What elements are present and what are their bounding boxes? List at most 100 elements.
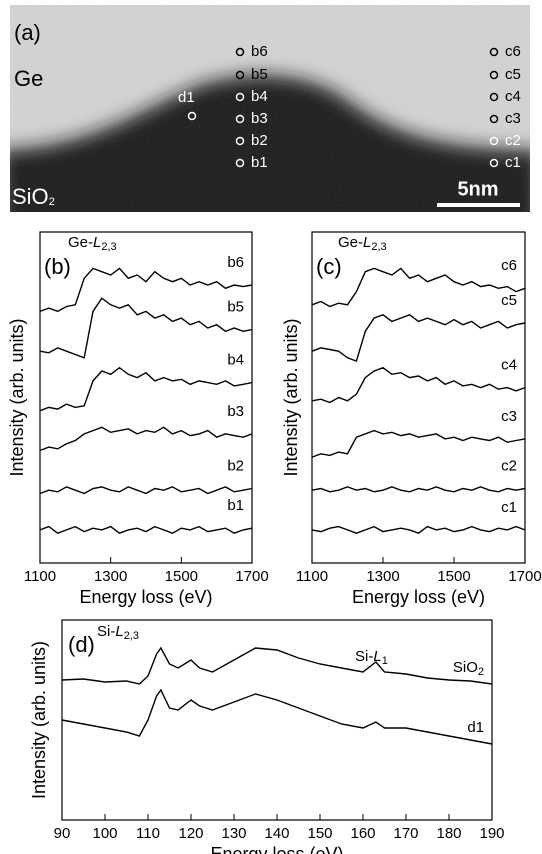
probe-point: [489, 92, 499, 102]
x-tick-label: 170: [393, 825, 418, 842]
spectrum-line: [311, 314, 526, 363]
x-tick-label: 190: [479, 825, 504, 842]
series-label: c2: [501, 457, 517, 474]
spectrum-line: [39, 426, 253, 452]
micrograph: [10, 5, 530, 212]
x-tick-label: 1300: [94, 568, 127, 585]
x-tick-label: 140: [264, 825, 289, 842]
annotation: Si-L2,3: [97, 623, 139, 642]
annotation-part: L: [93, 234, 101, 251]
x-tick-label: 1500: [437, 568, 470, 585]
series-label: c6: [501, 257, 517, 274]
series-label: SiO2: [453, 659, 484, 678]
region-label: Ge: [14, 66, 43, 91]
series-label: b2: [227, 457, 244, 474]
spectrum-line: [39, 525, 253, 534]
x-tick-label: 120: [178, 825, 203, 842]
probe-label: c3: [505, 110, 521, 127]
series-label: b5: [227, 299, 244, 316]
x-tick-label: 90: [54, 825, 71, 842]
x-tick-label: 180: [436, 825, 461, 842]
x-tick-label: 1700: [235, 568, 268, 585]
x-tick-label: 160: [350, 825, 375, 842]
probe-label: c5: [505, 66, 521, 83]
panel-label: (b): [44, 254, 71, 279]
probe-label: d1: [178, 89, 195, 106]
annotation-part: 2,3: [371, 241, 386, 253]
probe-point: [235, 114, 245, 124]
annotation-part: Si-: [355, 648, 373, 665]
probe-point: [235, 70, 245, 80]
annotation: Ge-L2,3: [338, 234, 387, 253]
region-label: SiO2: [12, 184, 55, 209]
panel-label: (a): [14, 20, 41, 45]
spectrum-line: [39, 267, 253, 313]
probe-label: c6: [505, 43, 521, 60]
series-label: c5: [501, 292, 517, 309]
grain: [10, 5, 530, 212]
series-label: d1: [467, 719, 484, 736]
annotation-part: 2,3: [124, 630, 139, 642]
spectrum-line: [39, 297, 253, 359]
probe-label: b3: [251, 110, 268, 127]
probe-label: b6: [251, 43, 268, 60]
spectrum-line: [311, 267, 526, 308]
annotation-part: L: [115, 623, 123, 640]
spectrum-line: [39, 486, 253, 495]
annotation-part: Ge-: [338, 234, 363, 251]
x-axis-label: Energy loss (eV): [352, 587, 485, 607]
probe-point: [489, 158, 499, 168]
series-label: b6: [227, 254, 244, 271]
probe-label: b4: [251, 88, 268, 105]
scale-label: 5nm: [457, 178, 498, 200]
annotation-part: 2,3: [101, 241, 116, 253]
probe-label: b5: [251, 66, 268, 83]
x-tick-label: 1700: [508, 568, 541, 585]
region-label-part: SiO: [12, 184, 49, 209]
x-tick-label: 1300: [366, 568, 399, 585]
annotation-part: L: [363, 234, 371, 251]
spectrum-line: [311, 366, 526, 404]
x-tick-label: 150: [307, 825, 332, 842]
probe-label: c1: [505, 154, 521, 171]
probe-label: b2: [251, 132, 268, 149]
probe-point: [235, 136, 245, 146]
series-label: b4: [227, 352, 244, 369]
probe-label: b1: [251, 154, 268, 171]
annotation-part: Si-: [97, 623, 115, 640]
probe-point: [235, 47, 245, 57]
annotation: Si-L1: [355, 648, 388, 667]
region-label-part: 2: [49, 196, 55, 208]
series-label: c1: [501, 499, 517, 516]
annotation-part: L: [373, 648, 381, 665]
probe-point: [187, 111, 197, 121]
x-tick-label: 100: [92, 825, 117, 842]
spectrum-line: [39, 366, 253, 412]
series-label-part: SiO: [453, 659, 478, 676]
panel-label: (d): [68, 632, 95, 657]
spectrum-line: [61, 646, 493, 685]
y-axis-label: Intensity (arb. units): [7, 318, 27, 476]
series-label: b1: [227, 497, 244, 514]
probe-point: [489, 114, 499, 124]
x-tick-label: 1100: [296, 568, 328, 585]
probe-point: [489, 136, 499, 146]
probe-label: c2: [505, 132, 521, 149]
probe-point: [235, 92, 245, 102]
x-tick-label: 1500: [165, 568, 198, 585]
spectrum-line: [311, 429, 526, 458]
annotation-part: Ge-: [68, 234, 93, 251]
x-axis-label: Energy loss (eV): [79, 587, 212, 607]
spectrum-line: [311, 525, 526, 534]
probe-point: [489, 47, 499, 57]
x-axis-label: Energy loss (eV): [210, 844, 343, 854]
panel-label: (c): [316, 254, 342, 279]
probe-point: [489, 70, 499, 80]
probe-point: [235, 158, 245, 168]
series-label-part: 2: [478, 666, 484, 678]
annotation: Ge-L2,3: [68, 234, 117, 253]
probe-label: c4: [505, 88, 521, 105]
series-label: c4: [501, 357, 517, 374]
annotation-part: 1: [382, 655, 388, 667]
